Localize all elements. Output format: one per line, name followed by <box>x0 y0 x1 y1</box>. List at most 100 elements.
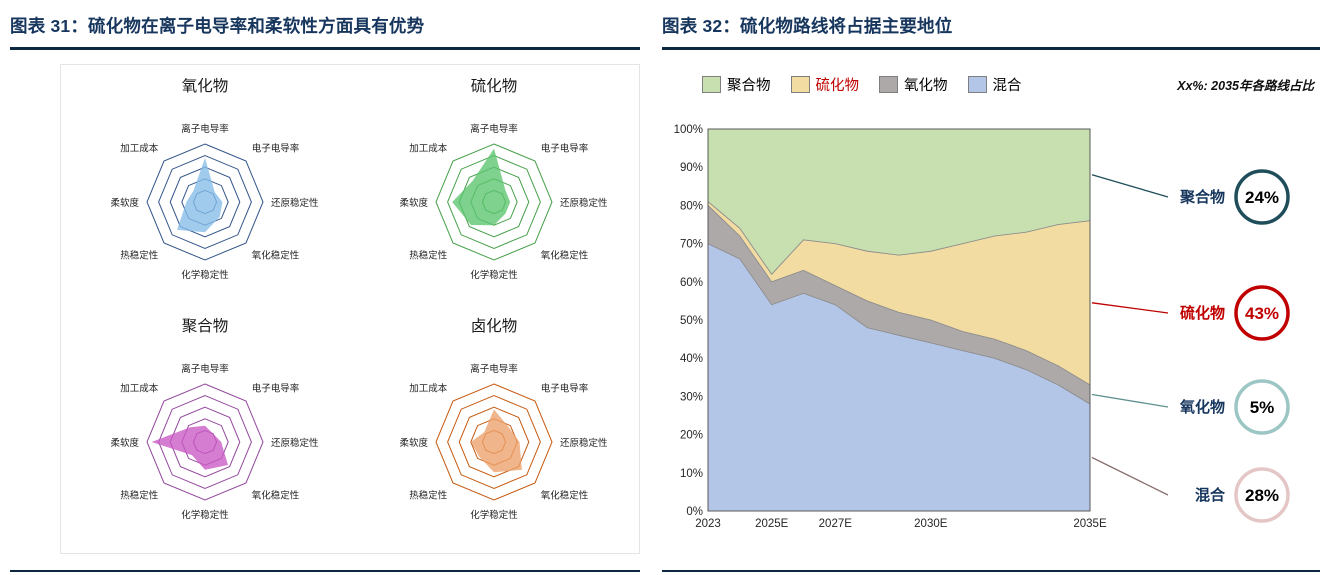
radar-axis-label: 氧化稳定性 <box>541 249 589 261</box>
radar-axis-label: 热稳定性 <box>409 489 448 501</box>
radar-axis-label: 还原稳定性 <box>560 197 608 209</box>
figure-31-panel: 图表 31：硫化物在离子电导率和柔软性方面具有优势 氧化物 离子电导率 电子电导率还… <box>10 0 640 575</box>
legend-label: 氧化物 <box>904 77 948 94</box>
plot-border <box>707 128 1091 511</box>
radar-grid-ring <box>458 406 530 477</box>
radar-grid: 氧化物 离子电导率 电子电导率 还原稳定性 氧化稳定性 化学稳定性 热稳定性 柔软度 加工成本硫… <box>60 63 640 554</box>
radar-axis-label: 加工成本 <box>409 142 448 154</box>
radar-title: 硫化物 <box>471 77 518 95</box>
legend-item-0: 聚合物 <box>702 74 771 95</box>
figure-31-title-rule <box>10 47 640 50</box>
radar-title: 氧化物 <box>182 77 229 95</box>
callout-circle <box>1234 466 1290 523</box>
x-tick-label: 2030E <box>914 518 948 530</box>
radar-grid-ring <box>458 166 530 237</box>
legend-note: Xx%: 2035年各路线占比 <box>1177 78 1314 93</box>
radar-grid-ring <box>169 166 241 237</box>
radar-axis-label: 化学稳定性 <box>181 509 229 521</box>
radar-axis-label: 加工成本 <box>409 382 448 394</box>
radar-series-polygon <box>452 148 511 225</box>
radar-axis-label: 化学稳定性 <box>470 509 518 521</box>
callout-label: 混合 <box>1195 486 1226 504</box>
y-tick-label: 0% <box>686 506 703 518</box>
radar-grid-ring <box>146 142 264 261</box>
area-legend: 聚合物 硫化物 氧化物 混合 <box>702 74 1022 95</box>
radar-grid-ring <box>158 154 252 249</box>
radar-axis-label: 电子电导率 <box>252 382 300 394</box>
radar-grid-ring <box>146 382 264 501</box>
radar-axis-label: 电子电导率 <box>541 142 589 154</box>
callout-value: 43% <box>1245 304 1279 323</box>
legend-item-3: 混合 <box>967 74 1022 95</box>
callout-label: 硫化物 <box>1180 304 1225 322</box>
y-tick-label: 100% <box>674 124 703 136</box>
callout-value: 28% <box>1245 486 1279 505</box>
radar-axis-label: 离子电导率 <box>181 123 229 135</box>
figure-32-title-rule <box>662 47 1320 50</box>
y-tick-label: 30% <box>680 391 703 403</box>
y-tick-label: 10% <box>680 467 703 479</box>
radar-axis-label: 还原稳定性 <box>271 437 319 449</box>
radar-grid-ring <box>435 382 553 501</box>
legend-swatch-icon <box>879 75 898 93</box>
radar-grid-ring <box>158 394 252 489</box>
x-tick-label: 2035E <box>1073 518 1107 530</box>
callout-connector <box>1091 456 1169 496</box>
radar-series-polygon <box>470 409 522 472</box>
radar-grid-ring <box>435 142 553 261</box>
y-tick-label: 90% <box>680 162 703 174</box>
stacked-area-chart: 0% 10% 20% 30% 40% 50% 60% 70% 80% 90% 100% 2023 202… <box>662 111 1320 548</box>
radar-axis-label: 还原稳定性 <box>560 437 608 449</box>
radar-axis-label: 加工成本 <box>120 142 159 154</box>
radar-axis-label: 柔软度 <box>110 437 139 449</box>
legend-label: 混合 <box>992 77 1022 94</box>
radar-axis-label: 氧化稳定性 <box>541 489 589 501</box>
callout-label: 聚合物 <box>1179 188 1225 206</box>
radar-grid-ring <box>169 406 241 477</box>
radar-axis-label: 柔软度 <box>399 197 428 209</box>
radar-title: 聚合物 <box>182 317 229 335</box>
legend-label: 硫化物 <box>815 77 860 94</box>
legend-item-1: 硫化物 <box>790 74 860 95</box>
radar-axis-label: 热稳定性 <box>120 489 159 501</box>
y-tick-label: 40% <box>680 353 703 365</box>
callout-connector <box>1091 393 1169 408</box>
y-tick-label: 20% <box>680 429 703 441</box>
stacked-area-svg: 0% 10% 20% 30% 40% 50% 60% 70% 80% 90% 100% 2023 202… <box>674 124 1290 530</box>
radar-axis-label: 加工成本 <box>120 382 159 394</box>
callout-circle <box>1234 168 1290 225</box>
radar-grid-ring <box>447 154 541 249</box>
radar-axis-label: 离子电导率 <box>181 363 229 375</box>
legend-item-2: 氧化物 <box>879 74 948 95</box>
radar-axis-label: 电子电导率 <box>252 142 300 154</box>
radar-axis-label: 还原稳定性 <box>271 197 319 209</box>
radar-axis-label: 氧化稳定性 <box>252 249 300 261</box>
callout-label: 氧化物 <box>1179 398 1225 416</box>
legend-swatch-icon <box>790 75 810 93</box>
figure-32-bottom-rule <box>662 569 1320 572</box>
radar-series-polygon <box>177 157 223 232</box>
legend-row: 聚合物 硫化物 氧化物 混合 Xx%: 2035年各路线占比 <box>702 74 1316 95</box>
callout-circle <box>1234 284 1290 341</box>
legend-swatch-icon <box>967 75 987 93</box>
radar-axis-label: 离子电导率 <box>470 363 518 375</box>
radar-axis-label: 柔软度 <box>399 437 428 449</box>
radar-title: 卤化物 <box>471 317 518 335</box>
radar-axis-label: 化学稳定性 <box>470 269 518 281</box>
figure-31-title: 图表 31：硫化物在离子电导率和柔软性方面具有优势 <box>10 16 425 36</box>
radar-axis-label: 离子电导率 <box>470 123 518 135</box>
radar-series-polygon <box>151 425 228 470</box>
figure-32-title: 图表 32：硫化物路线将占据主要地位 <box>662 16 953 36</box>
callout-circle <box>1234 378 1290 435</box>
figure-32-panel: 图表 32：硫化物路线将占据主要地位 聚合物 硫化物 氧化物 混合 Xx%: 2035… <box>662 0 1320 575</box>
legend-swatch-icon <box>702 75 721 93</box>
callout-value: 24% <box>1245 188 1279 207</box>
y-tick-label: 70% <box>680 238 703 250</box>
radar-grid-ring <box>447 394 541 489</box>
y-tick-label: 80% <box>680 200 703 212</box>
figure-31-bottom-rule <box>10 569 640 572</box>
